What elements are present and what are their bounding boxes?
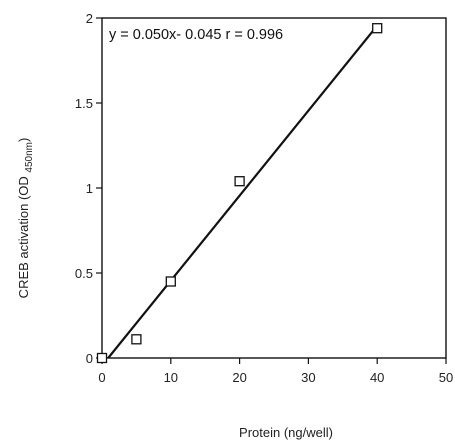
data-point — [96, 352, 108, 364]
y-tick-label: 1.5 — [75, 96, 93, 111]
data-point — [372, 23, 383, 34]
y-axis-title-subscript: 450nm — [24, 142, 35, 173]
data-point — [234, 176, 245, 187]
x-axis-title: Protein (ng/well) — [239, 425, 333, 440]
data-point — [131, 334, 142, 345]
axis-ticks — [96, 17, 447, 364]
tick-labels: 0 10 20 30 40 50 0 0.5 1 1.5 2 — [75, 11, 453, 385]
y-axis-title-main: CREB activation (OD — [16, 173, 31, 299]
x-tick-label: 10 — [164, 370, 178, 385]
regression-line — [107, 24, 379, 359]
data-point — [165, 276, 176, 287]
y-tick-label: 2 — [86, 11, 93, 26]
x-tick-label: 20 — [232, 370, 246, 385]
data-markers — [96, 23, 383, 364]
x-tick-label: 0 — [98, 370, 105, 385]
plot-frame — [101, 17, 447, 359]
y-tick-label: 0.5 — [75, 266, 93, 281]
x-tick-label: 40 — [370, 370, 384, 385]
x-tick-label: 30 — [301, 370, 315, 385]
y-axis-title: CREB activation (OD 450nm) — [16, 138, 35, 299]
y-axis-title-close: ) — [16, 138, 31, 142]
y-tick-label: 1 — [86, 181, 93, 196]
y-tick-label: 0 — [86, 351, 93, 366]
regression-equation: y = 0.050x- 0.045 r = 0.996 — [109, 27, 283, 43]
x-tick-label: 50 — [439, 370, 453, 385]
